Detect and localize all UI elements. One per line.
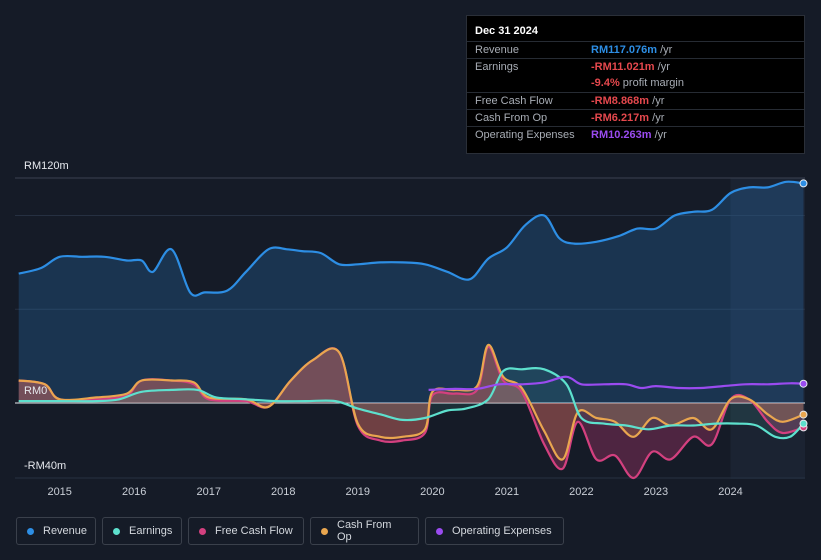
x-tick-label: 2019 bbox=[345, 486, 371, 498]
x-tick-label: 2023 bbox=[643, 486, 669, 498]
operating-expenses-end-point bbox=[799, 379, 808, 388]
series-areas bbox=[18, 181, 804, 479]
legend-dot-icon bbox=[27, 527, 34, 535]
y-tick-label-top: RM120m bbox=[24, 160, 69, 172]
operating-expenses-line bbox=[428, 375, 804, 391]
legend-dot-icon bbox=[113, 527, 120, 535]
tooltip-row-cash-from-op: Cash From Op -RM6.217m /yr bbox=[467, 109, 804, 127]
tooltip-row-free-cash-flow: Free Cash Flow -RM8.868m /yr bbox=[467, 92, 804, 110]
series-endpoints bbox=[799, 179, 808, 432]
legend-label: Free Cash Flow bbox=[215, 525, 293, 537]
tooltip-value: -RM6.217m /yr bbox=[591, 112, 665, 124]
x-tick-label: 2021 bbox=[494, 486, 520, 498]
tooltip-date: Dec 31 2024 bbox=[475, 25, 538, 37]
tooltip-label: Earnings bbox=[475, 61, 519, 73]
cash-from-op-end-point bbox=[799, 410, 808, 419]
legend-item-free-cash-flow[interactable]: Free Cash Flow bbox=[188, 517, 304, 545]
legend-item-revenue[interactable]: Revenue bbox=[16, 517, 96, 545]
legend-label: Operating Expenses bbox=[452, 525, 552, 537]
x-tick-label: 2020 bbox=[420, 486, 445, 498]
y-tick-label-zero: RM0 bbox=[24, 385, 48, 397]
free-cash-flow-area bbox=[18, 346, 804, 479]
legend-item-cash-from-op[interactable]: Cash From Op bbox=[310, 517, 419, 545]
tooltip-value: RM10.263m /yr bbox=[591, 129, 667, 141]
legend-dot-icon bbox=[436, 527, 443, 535]
tooltip-label: Free Cash Flow bbox=[475, 95, 553, 107]
tooltip-panel: Dec 31 2024 Revenue RM117.076m /yr Earni… bbox=[466, 15, 805, 154]
legend-label: Cash From Op bbox=[337, 519, 392, 543]
tooltip-row-margin: -9.4% profit margin bbox=[467, 75, 804, 92]
tooltip-label: Revenue bbox=[475, 44, 520, 56]
legend-label: Earnings bbox=[129, 525, 173, 537]
tooltip-row-revenue: Revenue RM117.076m /yr bbox=[467, 41, 804, 59]
tooltip-label: Operating Expenses bbox=[475, 129, 575, 141]
x-tick-label: 2015 bbox=[47, 486, 72, 498]
forecast-shade bbox=[730, 178, 805, 479]
revenue-area bbox=[18, 181, 804, 403]
x-tick-label: 2024 bbox=[718, 486, 743, 498]
tooltip-value: RM117.076m /yr bbox=[591, 44, 673, 56]
tooltip-label: Cash From Op bbox=[475, 112, 548, 124]
tooltip-value: -RM11.021m /yr bbox=[591, 61, 670, 73]
earnings-end-point bbox=[799, 419, 808, 428]
legend-item-operating-expenses[interactable]: Operating Expenses bbox=[425, 517, 564, 545]
tooltip-row-operating-expenses: Operating Expenses RM10.263m /yr bbox=[467, 126, 804, 144]
revenue-line bbox=[18, 180, 804, 297]
tooltip-row-earnings: Earnings -RM11.021m /yr bbox=[467, 58, 804, 76]
x-tick-label: 2022 bbox=[569, 486, 594, 498]
legend-dot-icon bbox=[321, 527, 328, 535]
tooltip-value: -RM8.868m /yr bbox=[591, 95, 665, 107]
x-tick-label: 2017 bbox=[196, 486, 222, 498]
earnings-area bbox=[18, 368, 804, 439]
x-tick-label: 2018 bbox=[271, 486, 296, 498]
earnings-line bbox=[18, 366, 805, 440]
legend-label: Revenue bbox=[43, 525, 88, 537]
series-lines bbox=[18, 180, 805, 480]
revenue-end-point bbox=[799, 179, 808, 188]
tooltip-value: -9.4% profit margin bbox=[591, 77, 684, 89]
gridlines bbox=[15, 177, 805, 479]
cash-from-op-area bbox=[18, 344, 804, 460]
legend-item-earnings[interactable]: Earnings bbox=[102, 517, 182, 545]
x-tick-label: 2016 bbox=[121, 486, 147, 498]
legend-dot-icon bbox=[199, 527, 206, 535]
y-tick-label-bottom: -RM40m bbox=[24, 460, 67, 472]
